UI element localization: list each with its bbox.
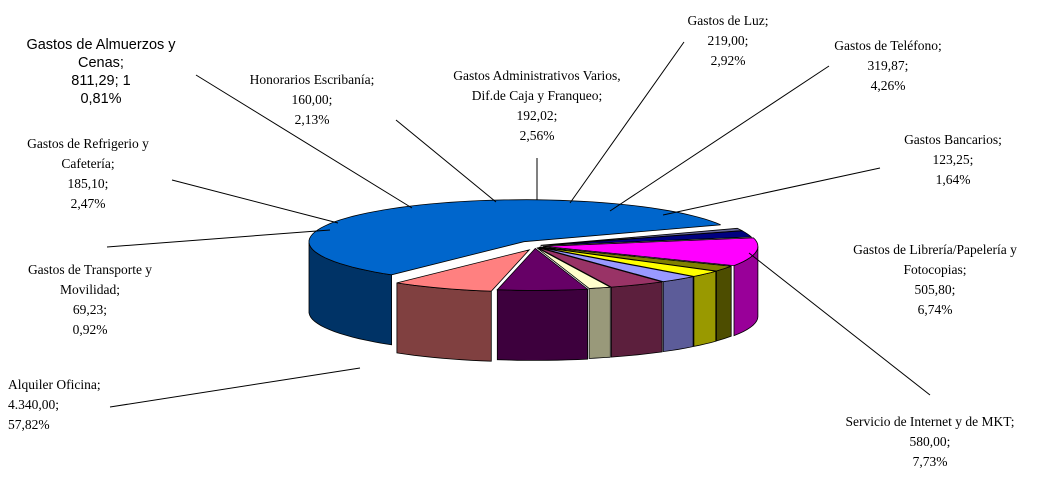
pie-slice-6 [539,246,716,277]
data-label-9: Gastos Bancarios; 123,25; 1,64% [904,132,1002,187]
pie-slice-3 [540,230,753,246]
data-label-5: Honorarios Escribanía; 160,00; 2,13% [250,72,375,127]
pie-slice-side-9 [588,286,611,359]
pie-slice-1 [308,199,721,276]
pie-slice-9 [536,247,612,289]
leader-line-10 [748,252,931,396]
pie-slice-side-6 [693,270,717,347]
pie-slice-5 [540,246,732,272]
data-label-8: Gastos de Teléfono; 319,87; 4,26% [834,38,942,93]
pie-slice-10 [496,247,589,291]
data-label-6: Gastos Administrativos Varios, Dif.de Caj… [453,68,620,143]
pie-slice-side-10 [496,288,588,361]
data-label-10: Gastos de Librería/Papelería y Fotocopias… [853,242,1017,317]
data-label-7: Gastos de Luz; 219,00; 2,92% [688,13,769,68]
data-label-3: Gastos de Refrigerio y Cafetería; 185,10; 2… [27,136,149,211]
data-label-1: Alquiler Oficina; 4.340,00; 57,82% [8,377,101,432]
leader-line-7 [569,41,685,204]
leader-line-9 [662,167,881,216]
data-label-2: Gastos de Transporte y Movilidad; 69,23; 0,… [28,262,152,337]
pie-slice-side-7 [662,276,694,353]
leader-line-3 [171,179,339,224]
pie-slice-side-11 [396,282,492,362]
slice-labels: Alquiler Oficina; 4.340,00; 57,82% Gastos d… [8,13,1017,469]
pie-slice-8 [537,247,663,288]
data-label-4: Gastos de Almuerzos y Cenas; 811,29; 1 0,81… [26,37,176,107]
data-label-11: Servicio de Internet y de MKT; 580,00; 7,7… [845,414,1014,469]
leader-line-1 [109,367,361,408]
leader-lines [106,41,931,408]
pie-tops [308,199,759,292]
pie-slice-side-5 [716,265,732,342]
pie-slice-side-8 [610,281,663,358]
leader-line-4 [195,74,413,209]
leader-line-2 [106,229,331,248]
pie-slice-11 [396,249,531,292]
leader-line-5 [395,119,497,203]
pie-slice-4 [542,237,759,267]
leader-line-8 [609,65,830,212]
pie-slice-7 [538,247,694,283]
